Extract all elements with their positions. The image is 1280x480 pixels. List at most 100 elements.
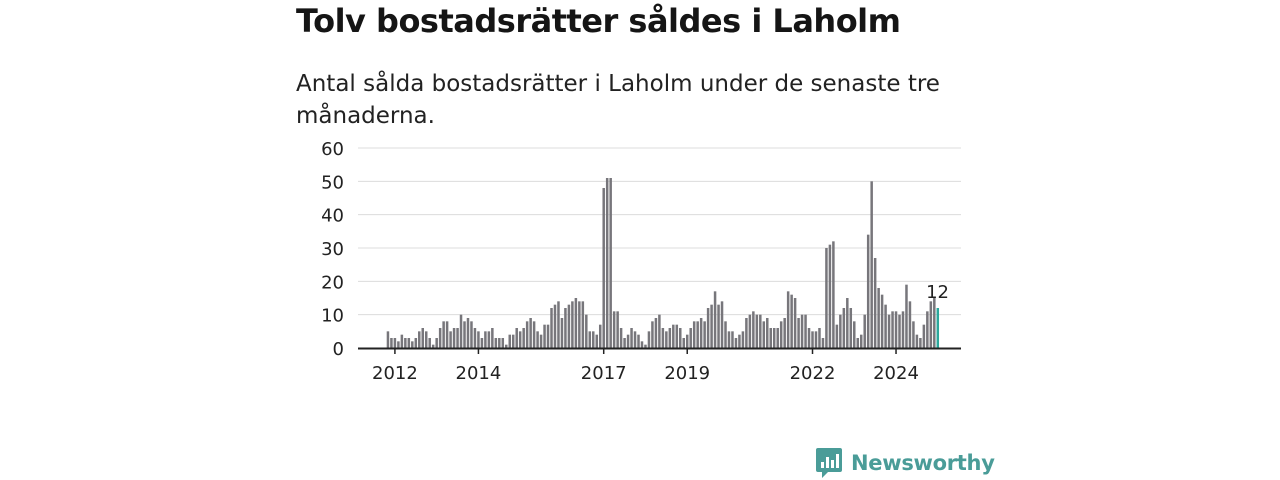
bar (866, 234, 870, 348)
bar (842, 308, 846, 348)
y-tick-label: 20 (321, 272, 344, 293)
bar (585, 314, 588, 348)
bar (741, 331, 745, 348)
bar (428, 338, 431, 348)
bar (518, 331, 522, 348)
bar (682, 338, 685, 348)
bar (557, 301, 560, 348)
bar (463, 321, 466, 348)
bar (658, 314, 661, 348)
bar (717, 304, 720, 348)
bar (571, 301, 574, 348)
bar (797, 318, 800, 348)
bar (661, 328, 665, 348)
bar (807, 328, 811, 348)
bar (790, 294, 793, 348)
bar (473, 328, 477, 348)
bar (626, 334, 630, 348)
bar (386, 331, 390, 348)
bar (588, 331, 592, 348)
y-tick-label: 50 (321, 172, 344, 193)
bar (672, 324, 675, 348)
bar (418, 331, 421, 348)
bar (772, 328, 776, 348)
bar (832, 241, 835, 348)
bar (505, 344, 508, 348)
bar (793, 298, 797, 348)
x-tick-label: 2012 (372, 363, 418, 384)
bar (498, 338, 501, 348)
bar (414, 338, 418, 348)
bar (926, 311, 929, 348)
bar (811, 331, 814, 348)
bar (501, 338, 505, 348)
bar (919, 338, 922, 348)
bar (901, 311, 905, 348)
bar (397, 341, 400, 348)
bar (435, 338, 438, 348)
bar (731, 331, 734, 348)
bar (456, 328, 459, 348)
bar (752, 311, 755, 348)
y-tick-label: 10 (321, 306, 344, 327)
bar (755, 314, 759, 348)
bar (689, 328, 692, 348)
bar (522, 328, 525, 348)
bar (616, 311, 619, 348)
bar (839, 314, 842, 348)
bar-data-label: 12 (926, 282, 949, 303)
bar (748, 314, 752, 348)
bar (564, 308, 567, 348)
bar (727, 331, 731, 348)
bar (449, 331, 452, 348)
bar (804, 314, 807, 348)
brand-logo: Newsworthy (815, 446, 995, 480)
bar (581, 301, 585, 348)
bar (637, 334, 640, 348)
bar-chart: 0 10 20 30 40 50 60 12 2012 2014 2017 2019 2022 2024 (321, 139, 961, 384)
bar (692, 321, 696, 348)
bar (720, 301, 724, 348)
bar (470, 321, 473, 348)
bar (933, 298, 936, 348)
bar (877, 288, 880, 348)
bar (929, 301, 933, 348)
bar (452, 328, 456, 348)
bar (532, 321, 536, 348)
bar (390, 338, 393, 348)
bar (484, 331, 487, 348)
bar (619, 328, 623, 348)
bar (400, 334, 404, 348)
bar (407, 338, 411, 348)
bar (574, 298, 578, 348)
bar (800, 314, 804, 348)
bar (546, 324, 550, 348)
y-tick-label: 40 (321, 206, 344, 227)
bar (477, 331, 480, 348)
bar (828, 244, 832, 348)
bar (640, 341, 644, 348)
bar (703, 321, 706, 348)
bar (863, 314, 866, 348)
bar (647, 331, 651, 348)
bar (602, 188, 605, 348)
bar (421, 328, 424, 348)
bar (884, 304, 887, 348)
bar (438, 328, 442, 348)
bar (776, 328, 779, 348)
bar (713, 291, 717, 348)
bar (651, 321, 654, 348)
chart-title: Tolv bostadsrätter såldes i Laholm (296, 2, 901, 40)
bar (783, 318, 786, 348)
bar (849, 308, 853, 348)
bar (578, 301, 581, 348)
bar (654, 318, 658, 348)
bar (459, 314, 463, 348)
bar (699, 318, 703, 348)
bar (745, 318, 748, 348)
bar (696, 321, 699, 348)
bar (511, 334, 515, 348)
bar (515, 328, 518, 348)
bar (912, 321, 915, 348)
bar (898, 314, 901, 348)
